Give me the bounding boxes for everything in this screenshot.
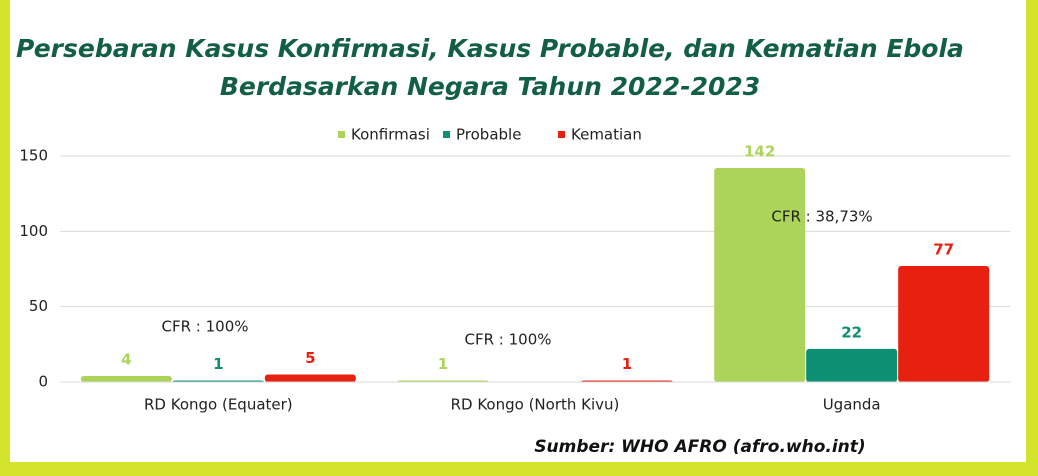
value-label: 142 xyxy=(744,143,775,161)
bar xyxy=(80,375,172,382)
legend-swatch xyxy=(443,131,450,138)
x-tick-label: Uganda xyxy=(823,396,881,414)
y-tick-label: 0 xyxy=(38,373,48,391)
legend-label: Konfirmasi xyxy=(351,126,430,144)
y-tick-label: 50 xyxy=(29,297,48,315)
value-label: 22 xyxy=(841,323,862,341)
x-tick-label: RD Kongo (Equater) xyxy=(144,396,293,414)
annotation: CFR : 100% xyxy=(465,331,552,349)
value-label: 1 xyxy=(213,355,223,373)
annotation: CFR : 38,73% xyxy=(771,208,872,226)
y-tick-label: 100 xyxy=(19,222,48,240)
value-label: 77 xyxy=(933,240,954,258)
legend-swatch xyxy=(558,131,565,138)
bar xyxy=(714,168,806,382)
chart-title: Berdasarkan Negara Tahun 2022-2023 xyxy=(220,72,760,101)
chart-title: Persebaran Kasus Konfirmasi, Kasus Proba… xyxy=(16,34,964,63)
legend-label: Kematian xyxy=(571,126,642,144)
bar xyxy=(806,348,898,382)
legend-swatch xyxy=(338,131,345,138)
x-tick-label: RD Kongo (North Kivu) xyxy=(451,396,620,414)
value-label: 5 xyxy=(305,349,315,367)
value-label: 1 xyxy=(622,355,632,373)
y-tick-label: 150 xyxy=(19,147,48,165)
bar xyxy=(898,265,990,382)
annotation: CFR : 100% xyxy=(162,318,249,336)
source: Sumber: WHO AFRO (afro.who.int) xyxy=(534,437,865,457)
value-label: 1 xyxy=(438,355,448,373)
bar xyxy=(264,374,356,382)
legend-label: Probable xyxy=(456,126,521,144)
value-label: 4 xyxy=(121,350,131,368)
